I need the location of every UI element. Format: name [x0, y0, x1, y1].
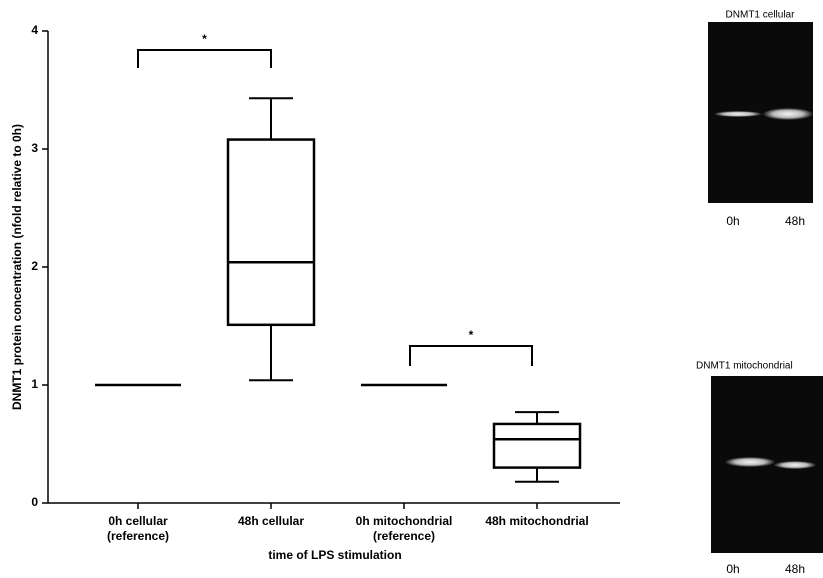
lane-label: 0h — [726, 214, 739, 228]
blot-title: DNMT1 mitochondrial — [696, 361, 793, 372]
x-axis-title: time of LPS stimulation — [268, 548, 401, 562]
lane-label: 48h — [785, 214, 805, 228]
lane-label: 0h — [726, 562, 739, 576]
significance-bracket — [410, 346, 532, 366]
page: DNMT1 protein concentration (nfold relat… — [0, 0, 823, 578]
blot-band — [774, 461, 816, 469]
blot-band — [725, 457, 775, 467]
y-tick-label: 4 — [31, 23, 38, 37]
blot-mitochondrial — [711, 376, 823, 553]
significance-label: * — [202, 32, 207, 46]
y-tick-label: 0 — [31, 495, 38, 509]
blot-band — [714, 111, 762, 117]
y-tick-label: 2 — [31, 259, 38, 273]
chart: DNMT1 protein concentration (nfold relat… — [0, 0, 823, 578]
blot-band — [763, 108, 813, 120]
y-axis-title: DNMT1 protein concentration (nfold relat… — [10, 124, 24, 410]
x-tick-label: 0h mitochondrial (reference) — [339, 514, 469, 544]
blot-title: DNMT1 cellular — [726, 10, 796, 21]
lane-label: 48h — [785, 562, 805, 576]
y-tick-label: 3 — [31, 141, 38, 155]
y-tick-label: 1 — [31, 377, 38, 391]
x-tick-label: 48h mitochondrial — [472, 514, 602, 529]
x-tick-label: 48h cellular — [206, 514, 336, 529]
significance-bracket — [138, 50, 271, 68]
blot-cellular — [708, 22, 813, 203]
x-tick-label: 0h cellular (reference) — [73, 514, 203, 544]
box — [494, 424, 580, 468]
significance-label: * — [469, 328, 474, 342]
box — [228, 140, 314, 325]
